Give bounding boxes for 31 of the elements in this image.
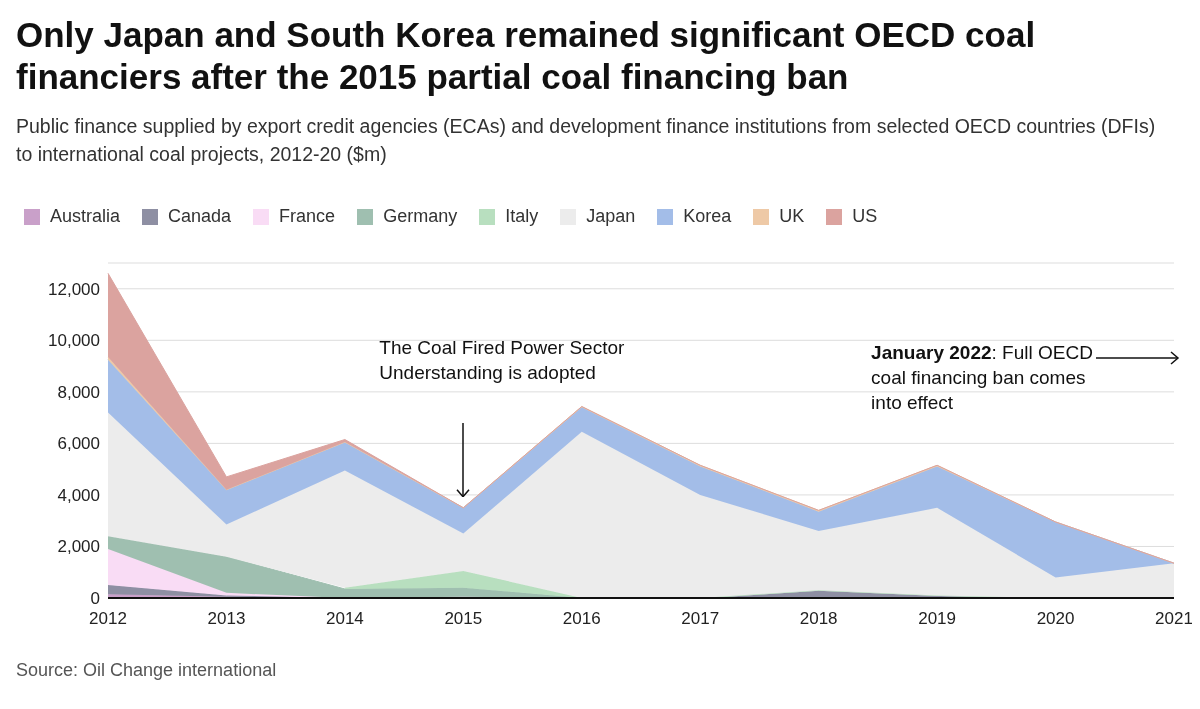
x-tick-label: 2019: [918, 609, 957, 629]
y-tick-label: 6,000: [57, 434, 100, 454]
chart-subtitle: Public finance supplied by export credit agencies (ECAs) and development finance institutions from selected OECD countries (DFIs) to international coal projects, 2012-20 ($m): [15, 114, 1157, 167]
legend-label: Australia: [50, 206, 121, 227]
legend-label: Japan: [586, 206, 636, 227]
legend-label: Germany: [383, 206, 458, 227]
annotation: January 2022: Full OECD coal financing ban comes into effect: [871, 341, 1094, 416]
x-tick-label: 2014: [325, 609, 364, 629]
annotation: The Coal Fired Power Sector Understanding is adopted: [379, 336, 626, 386]
x-tick-label: 2016: [562, 609, 601, 629]
y-tick-label: 4,000: [57, 485, 100, 505]
y-tick-label: 12,000: [48, 279, 100, 299]
legend-label: UK: [779, 206, 805, 227]
legend-label: Canada: [168, 206, 232, 227]
x-tick-label: 2018: [799, 609, 838, 629]
x-tick-label: 2020: [1036, 609, 1075, 629]
x-tick-label: 2012: [89, 609, 127, 629]
x-tick-label: 2017: [681, 609, 720, 629]
legend-label: Italy: [505, 206, 539, 227]
x-tick-label: 2015: [444, 609, 483, 629]
legend-label: Korea: [683, 206, 732, 227]
y-tick-label: 8,000: [57, 382, 100, 402]
x-tick-label: 2013: [207, 609, 246, 629]
y-tick-label: 10,000: [48, 331, 100, 351]
source-note: Source: Oil Change international: [15, 659, 278, 681]
chart-title: Only Japan and South Korea remained significant OECD coal financiers after the 2015 partial coal financing ban: [15, 14, 1037, 98]
legend-label: US: [852, 206, 878, 227]
legend-label: France: [279, 206, 336, 227]
y-tick-label: 2,000: [57, 537, 100, 557]
x-tick-label: 2021: [1155, 609, 1193, 629]
y-tick-label: 0: [90, 589, 100, 609]
